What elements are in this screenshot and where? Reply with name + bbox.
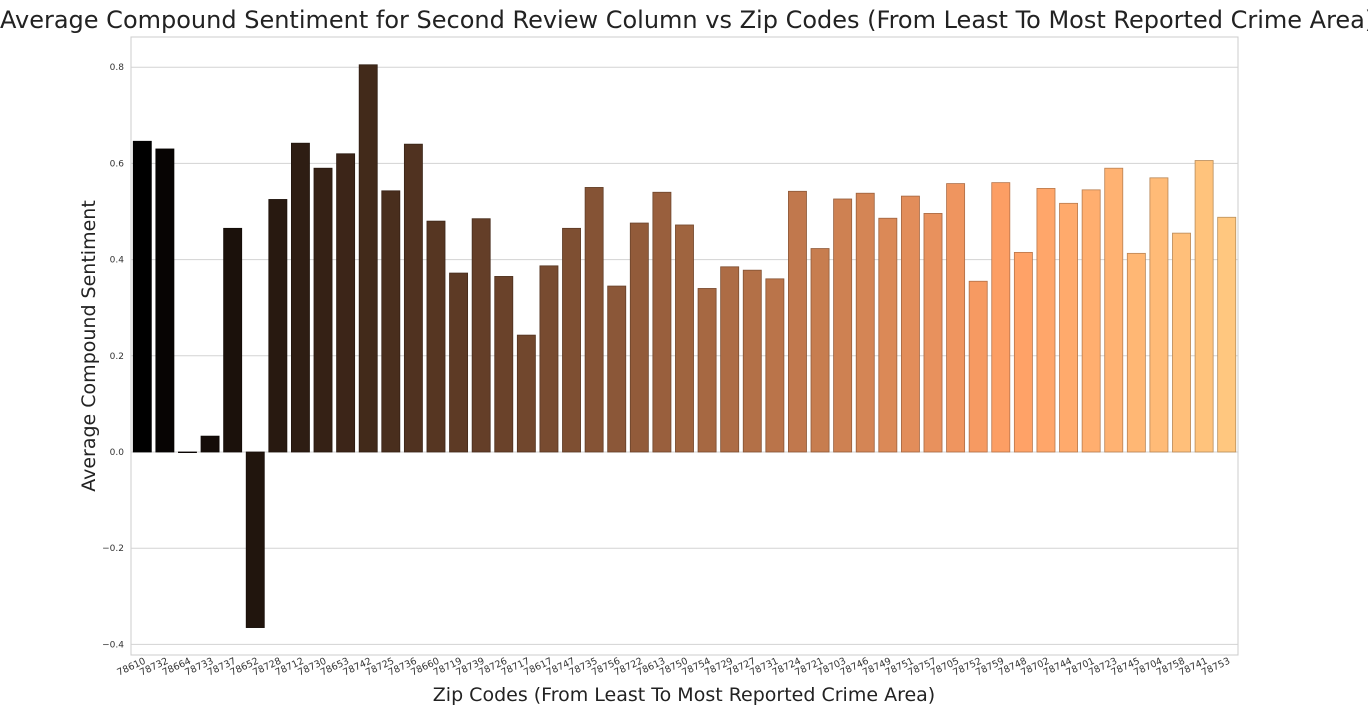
bar-78744	[1059, 202, 1078, 453]
bar-78752	[968, 280, 988, 453]
chart-title: Average Compound Sentiment for Second Re…	[0, 6, 1368, 34]
bar-78652	[245, 451, 265, 628]
y-tick-label: −0.4	[102, 640, 124, 650]
bar-78653	[336, 153, 356, 453]
bar-78613	[652, 191, 672, 453]
bar-78741	[1194, 160, 1214, 453]
y-tick-label: 0.2	[110, 352, 124, 362]
bars	[132, 64, 1237, 628]
bar-78727	[742, 269, 762, 453]
bar-78726	[494, 276, 514, 453]
bar-78756	[607, 285, 627, 453]
bar-78701	[1081, 189, 1101, 453]
bar-78723	[1104, 167, 1124, 453]
bar-78719	[449, 272, 469, 453]
bar-78722	[629, 222, 649, 453]
bar-78725	[381, 190, 401, 453]
bar-78617	[539, 265, 559, 453]
bar-78732	[155, 148, 175, 453]
bar-78745	[1126, 252, 1146, 453]
bar-78746	[855, 192, 875, 453]
bar-78733	[200, 435, 220, 453]
bar-78757	[923, 213, 943, 453]
y-tick-label: 0.0	[110, 448, 125, 458]
bar-78731	[765, 278, 785, 453]
bar-78721	[810, 248, 830, 453]
y-axis-label: Average Compound Sentiment	[78, 200, 100, 492]
bar-78742	[358, 64, 378, 453]
bar-78610	[132, 140, 152, 453]
bar-78759	[991, 182, 1011, 453]
bar-78729	[720, 266, 740, 453]
bar-78750	[675, 224, 694, 453]
bar-78751	[900, 195, 920, 453]
bar-78717	[516, 334, 536, 453]
bar-78754	[697, 288, 717, 453]
bar-78702	[1036, 188, 1056, 453]
bar-78703	[833, 198, 853, 453]
y-axis-ticks: −0.4 −0.2 0.0 0.2 0.4 0.6 0.8	[102, 63, 124, 650]
x-axis-label: Zip Codes (From Least To Most Reported C…	[432, 684, 936, 706]
bar-78735	[584, 187, 604, 453]
y-tick-label: 0.8	[110, 63, 125, 73]
bar-78704	[1149, 177, 1169, 453]
y-tick-label: 0.6	[110, 159, 125, 169]
bar-78705	[946, 183, 966, 453]
bar-78660	[426, 220, 446, 453]
bar-78748	[1013, 251, 1033, 453]
bar-78736	[403, 143, 423, 453]
bar-78737	[223, 227, 243, 453]
bar-78753	[1217, 216, 1237, 453]
bar-78747	[562, 227, 581, 453]
y-tick-label: −0.2	[102, 544, 124, 554]
bar-78664	[178, 451, 197, 454]
bar-78730	[313, 167, 333, 453]
bar-78728	[268, 199, 288, 453]
bar-78712	[290, 142, 310, 453]
bar-78749	[878, 217, 898, 453]
y-tick-label: 0.4	[110, 256, 125, 266]
x-axis-ticks: 7861078732786647873378737786527872878712…	[116, 656, 1232, 679]
bar-78739	[471, 218, 491, 453]
bar-78724	[788, 190, 807, 453]
bar-78758	[1172, 232, 1191, 453]
